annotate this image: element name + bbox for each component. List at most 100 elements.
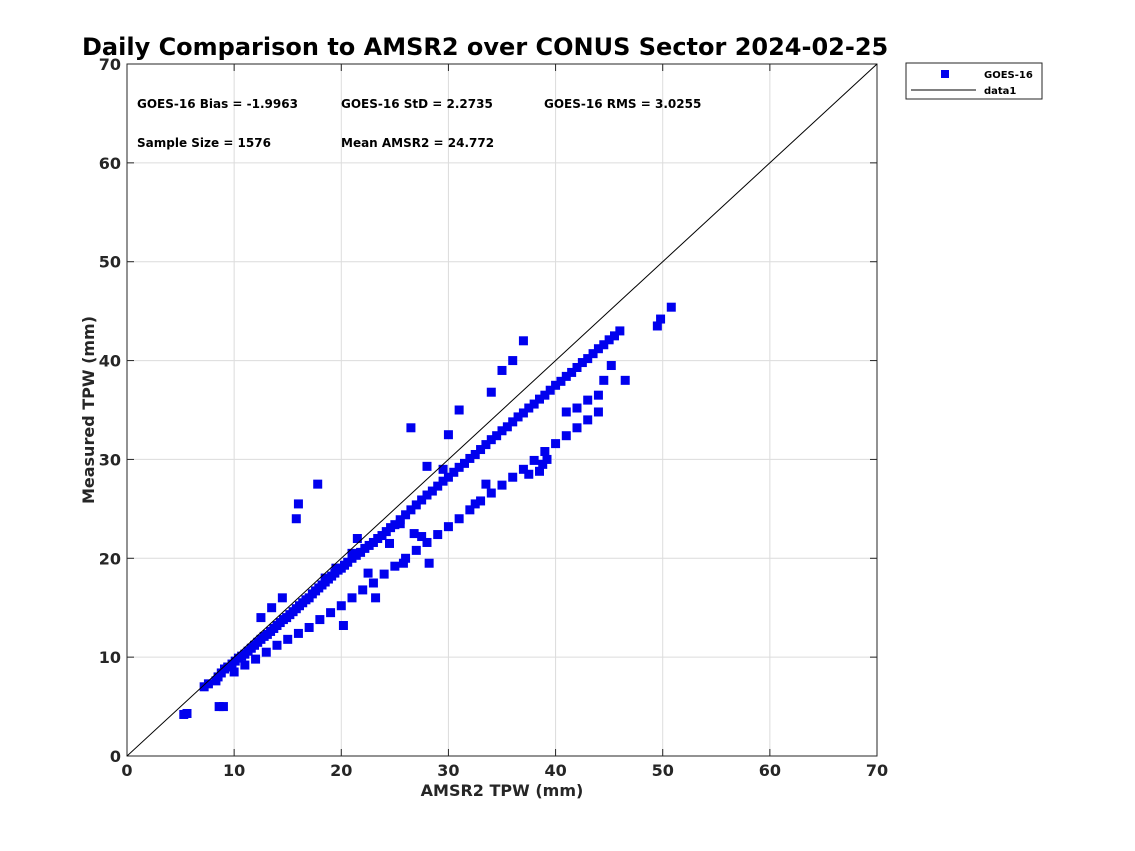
data-point [577, 358, 587, 368]
data-point [652, 321, 662, 331]
stats-annotations: GOES-16 Bias = -1.9963 GOES-16 StD = 2.2… [137, 97, 701, 150]
data-point [529, 399, 539, 409]
y-axis-label: Measured TPW (mm) [79, 316, 98, 504]
data-point [476, 496, 486, 506]
data-point [424, 558, 434, 568]
data-point [277, 593, 287, 603]
data-point [427, 486, 437, 496]
data-point [561, 431, 571, 441]
y-tick-label: 70 [99, 55, 121, 74]
data-point [535, 394, 544, 404]
data-point [401, 553, 411, 563]
data-point [406, 423, 416, 433]
data-point [593, 344, 603, 354]
legend-marker-goes16 [941, 70, 949, 78]
data-point [454, 462, 464, 472]
data-point [336, 601, 346, 611]
x-tick-label: 0 [121, 761, 132, 780]
data-point [409, 529, 419, 539]
data-point [599, 375, 609, 385]
data-point [454, 514, 464, 524]
data-point [604, 335, 614, 345]
data-point [529, 455, 539, 465]
data-point [218, 702, 228, 712]
legend-label-goes16: GOES-16 [984, 70, 1033, 81]
data-point [304, 622, 314, 632]
data-point [371, 593, 381, 603]
x-tick-label: 60 [759, 761, 781, 780]
data-point [331, 563, 341, 573]
data-point [518, 408, 528, 418]
data-point [572, 403, 582, 413]
data-point [524, 403, 534, 413]
data-point [398, 558, 408, 568]
data-point [203, 679, 213, 689]
data-point [465, 453, 475, 463]
data-point [433, 481, 443, 491]
data-point [417, 495, 427, 505]
y-tick-label: 20 [99, 549, 121, 568]
data-point [502, 422, 512, 432]
data-point [508, 417, 518, 427]
data-point [338, 621, 348, 631]
data-point [385, 538, 394, 548]
data-point [291, 514, 301, 524]
data-point [497, 426, 507, 436]
data-point [352, 534, 362, 544]
data-point [572, 362, 582, 372]
data-point [615, 326, 625, 336]
chart-title: Daily Comparison to AMSR2 over CONUS Sec… [82, 33, 888, 61]
data-point [315, 615, 325, 625]
data-point [293, 628, 303, 638]
y-tick-label: 60 [99, 154, 121, 173]
data-point [476, 445, 486, 455]
scatter-points [179, 302, 676, 719]
data-point [486, 435, 496, 445]
data-point [267, 603, 277, 613]
data-point [422, 537, 432, 547]
data-point [486, 387, 496, 397]
data-point [545, 385, 555, 395]
data-point [454, 405, 464, 415]
data-point [481, 479, 491, 489]
data-point [411, 500, 421, 510]
sample-annotation: Sample Size = 1576 [137, 136, 271, 150]
data-point [182, 708, 192, 718]
data-point [486, 488, 496, 498]
data-point [518, 336, 528, 346]
data-point [470, 449, 480, 459]
data-point [422, 490, 432, 500]
data-point [492, 431, 502, 441]
x-tick-label: 70 [866, 761, 888, 780]
data-point [540, 390, 550, 400]
y-tick-label: 30 [99, 450, 121, 469]
data-point [347, 548, 357, 558]
data-point [390, 561, 400, 571]
x-tick-label: 10 [223, 761, 245, 780]
data-point [379, 569, 389, 579]
data-point [347, 593, 357, 603]
data-point [465, 505, 475, 515]
x-tick-label: 50 [652, 761, 674, 780]
data-point [443, 472, 453, 482]
data-point [251, 654, 261, 664]
data-point [470, 499, 480, 509]
data-point [422, 461, 432, 471]
y-tick-label: 40 [99, 352, 121, 371]
data-point [256, 613, 266, 623]
legend-box [905, 62, 1043, 100]
data-point [417, 532, 427, 542]
data-point [395, 519, 405, 529]
data-point [551, 439, 561, 449]
data-point [293, 499, 303, 509]
data-point [438, 464, 448, 474]
data-point [368, 578, 378, 588]
data-point [610, 331, 619, 341]
data-point [551, 380, 561, 390]
data-point [542, 454, 552, 464]
data-point [556, 376, 566, 386]
x-tick-label: 40 [544, 761, 566, 780]
legend: GOES-16 data1 [905, 62, 1043, 100]
one-to-one-line [126, 63, 878, 757]
data-point [460, 458, 469, 468]
